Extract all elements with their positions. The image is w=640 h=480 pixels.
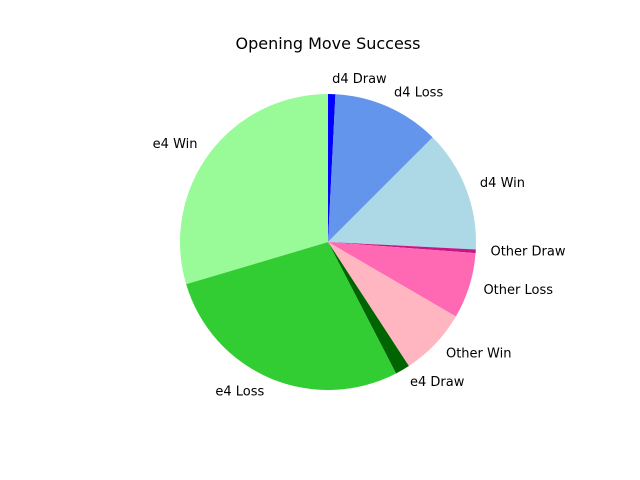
pie-label-e4-win: e4 Win xyxy=(153,137,198,152)
pie-label-other-loss: Other Loss xyxy=(483,283,553,298)
pie-label-other-win: Other Win xyxy=(446,347,511,362)
pie-slice-other-loss xyxy=(328,242,476,317)
chart-title: Opening Move Success xyxy=(236,34,421,53)
pie-slice-e4-win xyxy=(180,93,328,285)
pie-label-e4-loss: e4 Loss xyxy=(215,384,264,399)
pie-slice-e4-loss xyxy=(186,242,397,390)
pie-slices xyxy=(180,93,476,390)
pie-slice-e4-draw xyxy=(328,242,409,374)
pie-label-e4-draw: e4 Draw xyxy=(410,375,465,390)
pie-label-d4-win: d4 Win xyxy=(480,176,525,191)
pie-slice-d4-draw xyxy=(328,94,336,242)
pie-label-d4-loss: d4 Loss xyxy=(394,86,443,101)
pie-slice-d4-loss xyxy=(328,94,433,242)
pie-labels: d4 Draw d4 Loss d4 Win Other Draw Other Loss… xyxy=(153,72,566,400)
pie-slice-other-win xyxy=(328,242,456,366)
pie-slice-other-draw xyxy=(328,242,476,254)
pie-label-d4-draw: d4 Draw xyxy=(332,72,387,87)
pie-slice-d4-win xyxy=(328,137,476,250)
pie-label-other-draw: Other Draw xyxy=(490,245,565,260)
